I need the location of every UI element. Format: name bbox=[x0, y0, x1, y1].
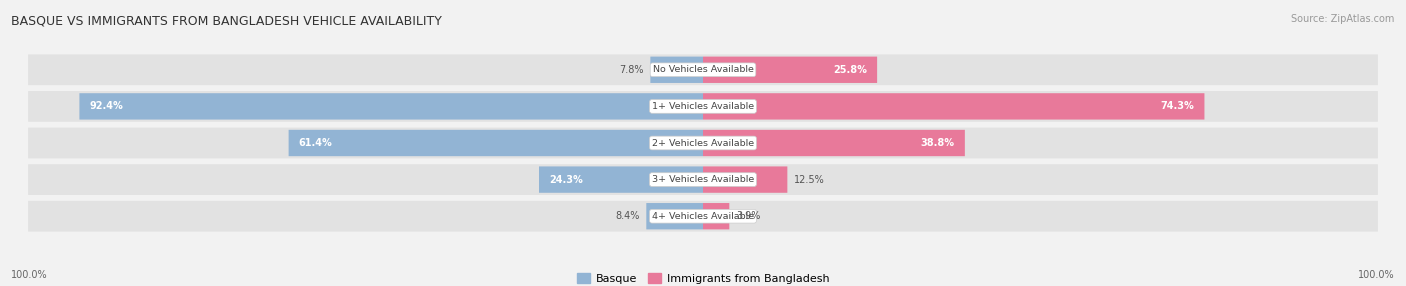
FancyBboxPatch shape bbox=[651, 57, 703, 83]
Text: No Vehicles Available: No Vehicles Available bbox=[652, 65, 754, 74]
Text: 1+ Vehicles Available: 1+ Vehicles Available bbox=[652, 102, 754, 111]
Text: 74.3%: 74.3% bbox=[1160, 102, 1194, 111]
FancyBboxPatch shape bbox=[647, 203, 703, 229]
FancyBboxPatch shape bbox=[28, 54, 1378, 85]
Text: 4+ Vehicles Available: 4+ Vehicles Available bbox=[652, 212, 754, 221]
FancyBboxPatch shape bbox=[288, 130, 703, 156]
Text: 100.0%: 100.0% bbox=[1358, 270, 1395, 280]
Text: 100.0%: 100.0% bbox=[11, 270, 48, 280]
FancyBboxPatch shape bbox=[79, 93, 703, 120]
FancyBboxPatch shape bbox=[703, 57, 877, 83]
Text: 3.9%: 3.9% bbox=[737, 211, 761, 221]
FancyBboxPatch shape bbox=[703, 166, 787, 193]
Legend: Basque, Immigrants from Bangladesh: Basque, Immigrants from Bangladesh bbox=[576, 273, 830, 284]
Text: BASQUE VS IMMIGRANTS FROM BANGLADESH VEHICLE AVAILABILITY: BASQUE VS IMMIGRANTS FROM BANGLADESH VEH… bbox=[11, 14, 441, 27]
Text: 7.8%: 7.8% bbox=[619, 65, 644, 75]
Text: 8.4%: 8.4% bbox=[616, 211, 640, 221]
Text: 12.5%: 12.5% bbox=[794, 175, 825, 184]
Text: 25.8%: 25.8% bbox=[834, 65, 868, 75]
FancyBboxPatch shape bbox=[28, 128, 1378, 158]
Text: 92.4%: 92.4% bbox=[90, 102, 124, 111]
Text: 38.8%: 38.8% bbox=[921, 138, 955, 148]
FancyBboxPatch shape bbox=[703, 203, 730, 229]
Text: 24.3%: 24.3% bbox=[550, 175, 583, 184]
Text: 61.4%: 61.4% bbox=[298, 138, 332, 148]
Text: Source: ZipAtlas.com: Source: ZipAtlas.com bbox=[1291, 14, 1395, 24]
Text: 2+ Vehicles Available: 2+ Vehicles Available bbox=[652, 138, 754, 148]
FancyBboxPatch shape bbox=[703, 130, 965, 156]
FancyBboxPatch shape bbox=[28, 91, 1378, 122]
FancyBboxPatch shape bbox=[28, 201, 1378, 232]
FancyBboxPatch shape bbox=[703, 93, 1205, 120]
Text: 3+ Vehicles Available: 3+ Vehicles Available bbox=[652, 175, 754, 184]
FancyBboxPatch shape bbox=[538, 166, 703, 193]
FancyBboxPatch shape bbox=[28, 164, 1378, 195]
